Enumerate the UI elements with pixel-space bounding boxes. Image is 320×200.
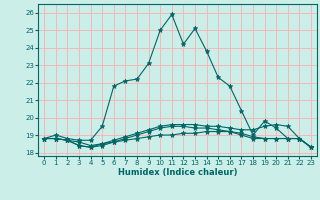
X-axis label: Humidex (Indice chaleur): Humidex (Indice chaleur) [118, 168, 237, 177]
